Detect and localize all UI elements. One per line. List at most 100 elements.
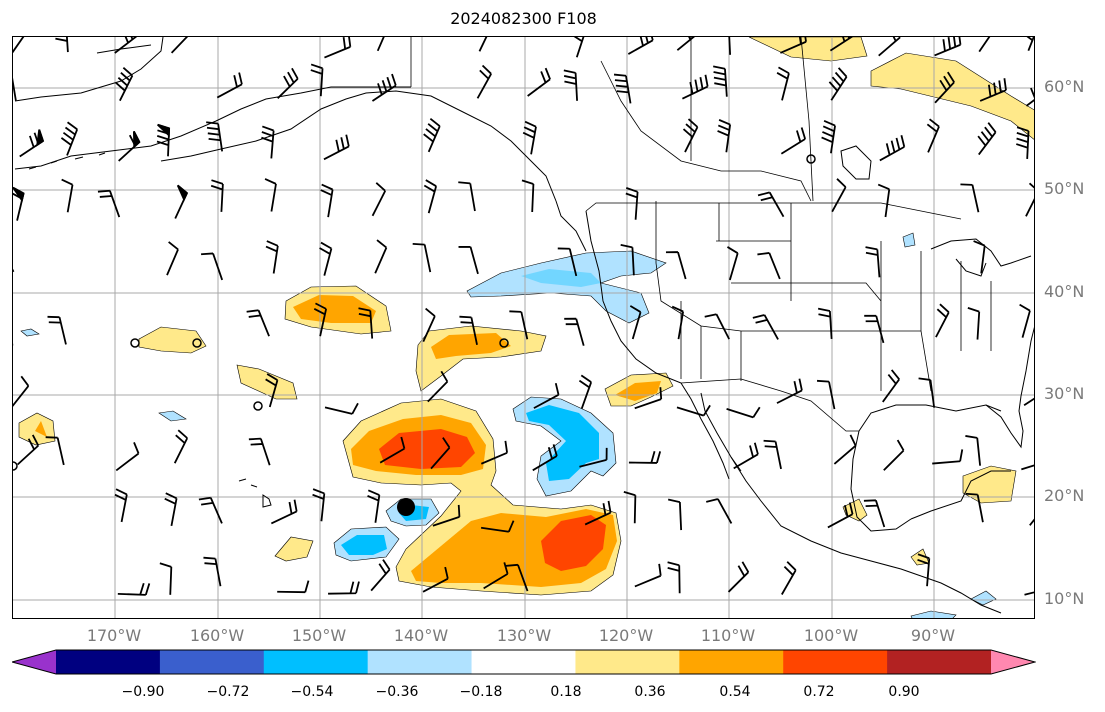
wind-barb [201, 252, 224, 281]
wind-barb [371, 73, 397, 102]
wind-barb [527, 67, 551, 97]
wind-barb [159, 562, 173, 595]
wind-barb [423, 117, 441, 153]
wind-barb [210, 179, 224, 212]
wind-barb [261, 125, 275, 159]
calm-marker [130, 338, 140, 348]
wind-barb [476, 64, 492, 99]
wind-barb [713, 65, 728, 97]
wind-barb [430, 437, 451, 470]
lon-tick-label: 90°W [910, 626, 956, 645]
wind-barb [422, 566, 449, 593]
wind-barb [917, 553, 931, 587]
wind-barb [522, 120, 537, 155]
wind-barb [757, 252, 781, 280]
wind-barb-flag [176, 184, 189, 202]
wind-barb [879, 135, 906, 162]
wind-barb [371, 182, 387, 217]
wind-barb [628, 451, 662, 464]
wind-barb [1023, 397, 1034, 407]
lon-tick-label: 170°W [86, 626, 142, 645]
wind-barb [324, 37, 352, 59]
wind-barb [629, 305, 642, 340]
wind-barb [816, 379, 836, 410]
colorbar-tick-label: 0.54 [719, 684, 751, 700]
wind-barb [60, 121, 79, 156]
wind-barb [831, 178, 847, 213]
wind-barb [757, 191, 785, 218]
wind-barb [682, 74, 709, 100]
calm-marker [192, 338, 202, 348]
wind-barb [379, 436, 406, 464]
colorbar-segments [12, 649, 1036, 675]
colorbar-tick-label: 0.90 [888, 684, 920, 700]
colorbar-extend-min [12, 650, 56, 674]
wind-barb [458, 181, 476, 212]
calm-marker [806, 154, 816, 164]
lon-tick-label: 150°W [291, 626, 347, 645]
wind-barb [625, 187, 639, 220]
wind-barb [634, 563, 662, 588]
wind-barb [763, 439, 782, 470]
wind-barb [198, 496, 223, 524]
wind-barb-flag [132, 130, 141, 149]
wind-barb [328, 581, 360, 595]
wind-barb [166, 241, 179, 276]
wind-barb [557, 247, 578, 277]
wind-barb [1024, 591, 1034, 596]
wind-barb [1016, 126, 1030, 159]
colorbar-segment [263, 650, 369, 674]
wind-barb [367, 489, 381, 523]
wind-barb [374, 239, 388, 274]
wind-barb [717, 119, 732, 153]
colorbar-segment [887, 650, 992, 674]
wind-barb [248, 437, 271, 466]
colorbar [12, 649, 1036, 675]
lon-tick-label: 140°W [393, 626, 449, 645]
wind-barb [578, 374, 593, 409]
wind-barb [613, 73, 632, 104]
wind-barb [727, 561, 750, 593]
wind-barb [459, 315, 478, 346]
wind-barb [270, 499, 298, 525]
wind-barb [533, 382, 560, 409]
wind-barb [676, 404, 711, 417]
wind-barb [877, 183, 891, 218]
wind-barb [206, 121, 224, 152]
wind-barb [667, 561, 681, 594]
wind-barb [480, 520, 515, 533]
wind-barb [358, 307, 374, 339]
wind-barb [480, 440, 508, 465]
wind-barb [97, 189, 121, 218]
wind-barb [878, 37, 901, 57]
colorbar-segment [159, 650, 265, 674]
map-panel [12, 36, 1035, 619]
wind-barb [55, 37, 69, 53]
colorbar-tick-label: −0.90 [121, 684, 165, 700]
lat-tick-label: 10°N [1044, 589, 1085, 608]
wind-barb [781, 561, 797, 595]
wind-barbs [13, 37, 1034, 596]
lat-tick-label: 50°N [1044, 179, 1085, 198]
colorbar-tick-label: 0.36 [634, 684, 666, 700]
wind-barb [752, 314, 779, 340]
lat-tick-label: 20°N [1044, 486, 1085, 505]
wind-barb [934, 37, 962, 57]
colorbar-extend-max [991, 650, 1035, 674]
lon-tick-label: 130°W [496, 626, 552, 645]
wind-barb [665, 251, 687, 280]
lon-tick-label: 110°W [700, 626, 756, 645]
wind-barb [427, 370, 449, 403]
wind-barb [277, 580, 310, 594]
wind-barb [1025, 87, 1034, 107]
colorbar-segment [471, 650, 576, 674]
wind-barb [458, 245, 479, 275]
wind-barb [13, 77, 17, 101]
wind-barb [918, 377, 936, 408]
wind-barb [926, 118, 940, 153]
wind-barb [584, 500, 612, 526]
wind-barb [313, 302, 328, 337]
wind-barb [323, 134, 350, 161]
colorbar-segment [679, 650, 784, 674]
wind-barb [620, 243, 635, 276]
